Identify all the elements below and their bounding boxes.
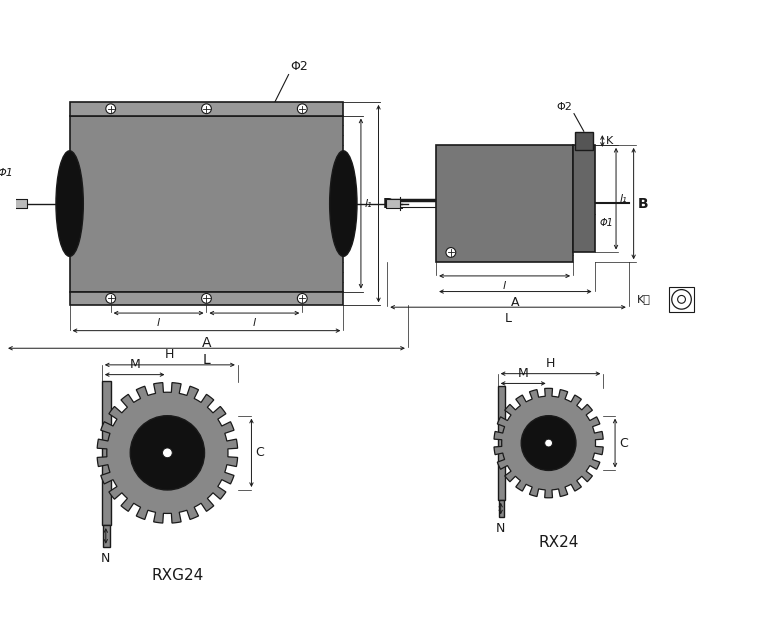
Circle shape <box>521 416 576 471</box>
Text: N: N <box>101 551 110 565</box>
Text: N: N <box>496 522 506 535</box>
Bar <box>102 380 111 525</box>
Text: A: A <box>511 297 519 309</box>
Circle shape <box>446 247 456 257</box>
Circle shape <box>678 295 686 304</box>
Bar <box>499 500 503 517</box>
Bar <box>70 102 343 115</box>
Text: l: l <box>157 318 160 328</box>
Text: Φ2: Φ2 <box>556 102 572 112</box>
Text: RXG24: RXG24 <box>151 568 203 583</box>
Text: M: M <box>518 367 529 379</box>
Text: RX24: RX24 <box>538 535 578 550</box>
Text: C: C <box>255 446 264 459</box>
Ellipse shape <box>329 151 357 256</box>
Circle shape <box>297 104 307 114</box>
Bar <box>386 199 400 208</box>
Circle shape <box>672 290 691 309</box>
Polygon shape <box>97 382 237 523</box>
Bar <box>70 115 343 292</box>
Bar <box>13 199 27 208</box>
Circle shape <box>201 293 211 304</box>
Text: H: H <box>546 357 555 370</box>
Bar <box>498 386 505 500</box>
Circle shape <box>106 104 116 114</box>
Text: Φ2: Φ2 <box>290 59 308 73</box>
Circle shape <box>162 448 172 457</box>
Text: l: l <box>503 281 506 291</box>
Text: L: L <box>505 312 512 325</box>
Circle shape <box>545 439 552 447</box>
Text: l: l <box>253 318 256 328</box>
Bar <box>575 133 593 150</box>
Ellipse shape <box>56 151 83 256</box>
Circle shape <box>297 293 307 304</box>
Text: H: H <box>165 348 175 361</box>
Bar <box>573 145 594 252</box>
Text: A: A <box>201 336 211 350</box>
Circle shape <box>201 104 211 114</box>
Polygon shape <box>494 388 603 498</box>
Text: M: M <box>129 358 140 371</box>
Text: Φ1: Φ1 <box>0 168 13 178</box>
Text: l₁: l₁ <box>365 199 372 209</box>
Bar <box>103 525 110 546</box>
Text: B: B <box>382 197 393 211</box>
Bar <box>70 292 343 305</box>
Text: C: C <box>619 437 627 449</box>
Text: l₁: l₁ <box>620 194 627 204</box>
Circle shape <box>130 416 205 490</box>
Text: Φ1: Φ1 <box>600 218 614 228</box>
Text: K: K <box>606 136 614 146</box>
Text: K向: K向 <box>637 295 650 304</box>
Bar <box>436 145 573 262</box>
Text: L: L <box>203 353 211 367</box>
Circle shape <box>106 293 116 304</box>
Bar <box>669 286 694 312</box>
Text: B: B <box>637 197 648 211</box>
